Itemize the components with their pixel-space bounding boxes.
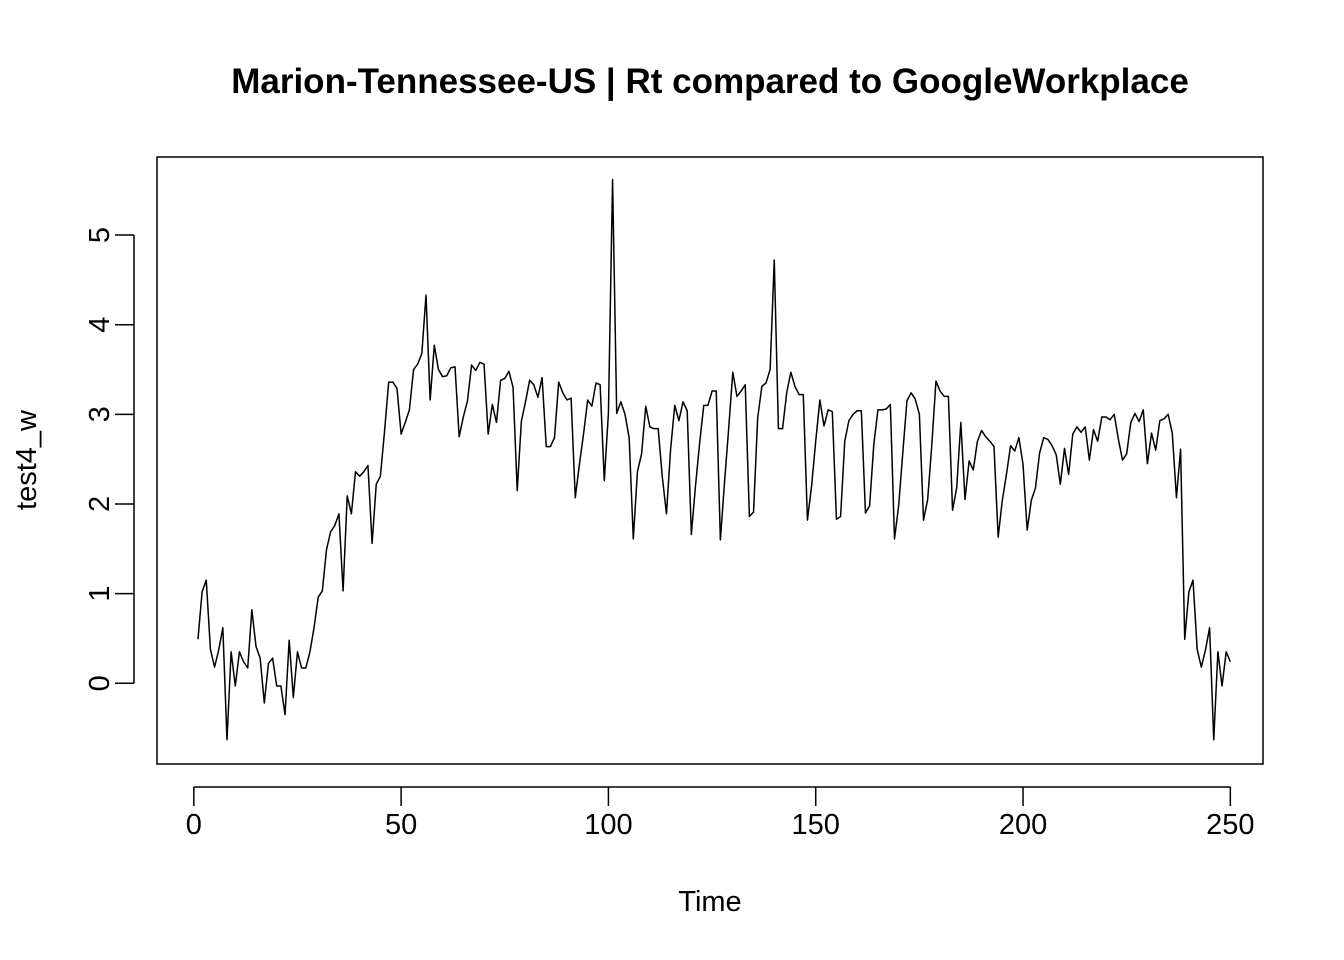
y-axis-label: test4_w — [11, 409, 43, 510]
x-tick-label: 250 — [1206, 809, 1254, 841]
plot-frame — [156, 156, 1264, 765]
x-tick-label: 150 — [792, 809, 840, 841]
chart-title: Marion-Tennessee-US | Rt compared to Goo… — [231, 62, 1189, 101]
x-tick-label: 200 — [999, 809, 1047, 841]
y-tick-label: 4 — [84, 317, 116, 333]
x-tick-label: 0 — [186, 809, 202, 841]
y-tick-label: 5 — [84, 227, 116, 243]
y-tick-label: 2 — [84, 496, 116, 512]
y-tick-label: 0 — [84, 675, 116, 691]
x-tick-label: 100 — [584, 809, 632, 841]
series-layer — [197, 178, 1232, 741]
x-tick-label: 50 — [385, 809, 417, 841]
y-axis: 0 1 2 3 4 5 — [84, 227, 135, 691]
y-tick-label: 1 — [84, 586, 116, 602]
y-tick-label: 3 — [84, 406, 116, 422]
x-axis-label: Time — [678, 886, 741, 918]
series-line — [197, 178, 1232, 741]
x-axis: 0 50 100 150 200 250 — [186, 786, 1255, 841]
